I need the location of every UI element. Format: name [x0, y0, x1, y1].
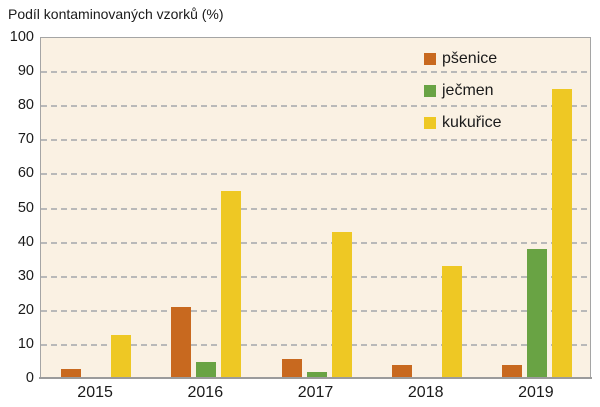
- x-tick-label-2015: 2015: [77, 384, 113, 401]
- gridline-90: [41, 71, 590, 74]
- x-axis-line: [39, 377, 592, 379]
- legend-swatch-icon: [424, 117, 436, 129]
- legend-swatch-icon: [424, 53, 436, 65]
- gridline-10: [41, 343, 590, 346]
- bar-pšenice-2019: [501, 365, 522, 379]
- gridline-40: [41, 241, 590, 244]
- y-tick-label-80: 80: [17, 97, 34, 114]
- legend-row-kukuřice: kukuřice: [424, 113, 502, 133]
- y-tick-label-10: 10: [17, 335, 34, 352]
- bar-ječmen-2019: [526, 249, 547, 379]
- y-tick-label-50: 50: [17, 199, 34, 216]
- legend-swatch-icon: [424, 85, 436, 97]
- bar-pšenice-2018: [391, 365, 412, 379]
- bar-kukuřice-2015: [111, 334, 132, 379]
- bar-kukuřice-2019: [551, 89, 572, 379]
- bar-pšenice-2015: [61, 368, 82, 379]
- gridline-80: [41, 105, 590, 108]
- gridline-30: [41, 275, 590, 278]
- x-tick-label-2019: 2019: [518, 384, 554, 401]
- gridline-20: [41, 309, 590, 312]
- gridline-50: [41, 207, 590, 210]
- gridline-70: [41, 139, 590, 142]
- bar-kukuřice-2018: [441, 266, 462, 379]
- bar-kukuřice-2016: [221, 191, 242, 379]
- y-tick-label-40: 40: [17, 233, 34, 250]
- bar-pšenice-2016: [171, 307, 192, 379]
- x-tick-label-2016: 2016: [187, 384, 224, 401]
- bar-pšenice-2017: [281, 358, 302, 379]
- y-tick-label-20: 20: [17, 301, 34, 318]
- bar-kukuřice-2017: [331, 232, 352, 379]
- legend: pšenice ječmen kukuřice: [424, 49, 502, 145]
- y-tick-label-90: 90: [17, 63, 34, 80]
- legend-row-ječmen: ječmen: [424, 81, 502, 101]
- y-tick-label-0: 0: [25, 370, 34, 386]
- legend-label-kukuřice: kukuřice: [442, 114, 502, 131]
- y-tick-label-100: 100: [9, 29, 34, 45]
- y-tick-label-70: 70: [17, 131, 34, 148]
- gridline-60: [41, 173, 590, 176]
- bar-ječmen-2017: [306, 372, 327, 379]
- x-tick-label-2017: 2017: [297, 384, 334, 401]
- plot-area: [40, 37, 591, 379]
- legend-label-ječmen: ječmen: [442, 82, 494, 99]
- y-tick-label-60: 60: [17, 165, 34, 182]
- legend-row-pšenice: pšenice: [424, 49, 502, 69]
- legend-label-pšenice: pšenice: [442, 50, 498, 67]
- chart-title: Podíl kontaminovaných vzorků (%): [8, 6, 224, 22]
- bar-ječmen-2016: [196, 361, 217, 379]
- y-tick-label-30: 30: [17, 267, 34, 284]
- x-tick-label-2018: 2018: [407, 384, 444, 401]
